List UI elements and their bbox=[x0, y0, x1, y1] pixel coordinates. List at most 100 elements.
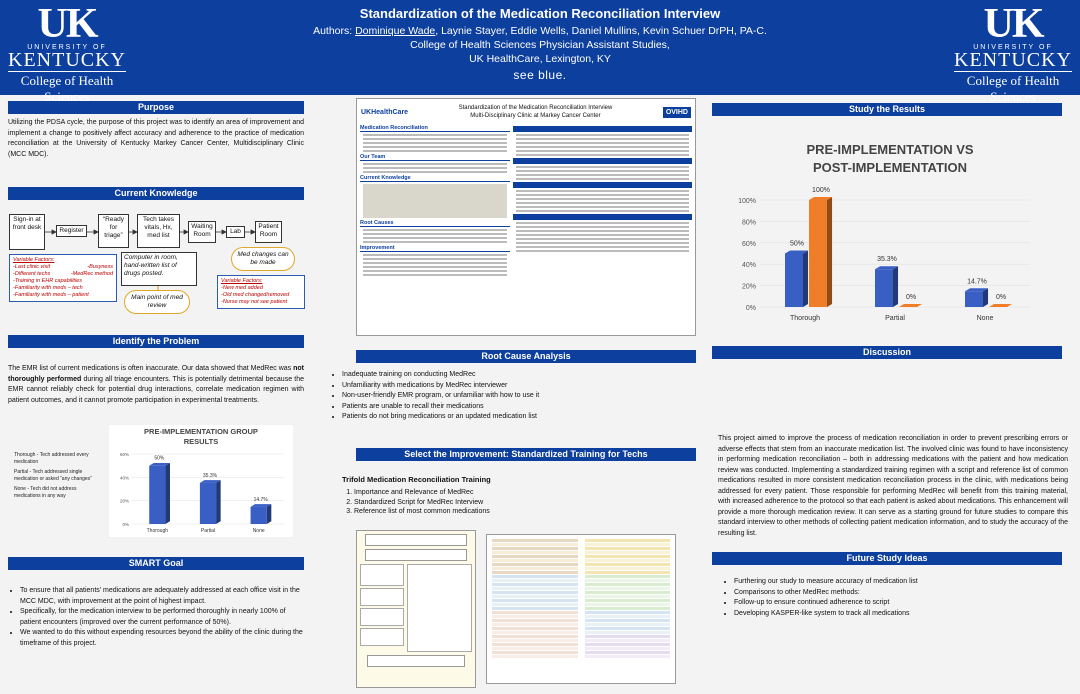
location-line: UK HealthCare, Lexington, KY bbox=[469, 53, 611, 65]
smart-goal-item: We wanted to do this without expending r… bbox=[20, 628, 304, 649]
logo-kentucky: KENTUCKY bbox=[954, 49, 1072, 71]
script-thumbnail bbox=[356, 530, 476, 688]
mini-poster-title: Standardization of the Medication Reconc… bbox=[459, 104, 613, 120]
mini-poster-org: UKHealthCare bbox=[361, 108, 409, 116]
identify-text-b: during all triage encounters. This is po… bbox=[8, 375, 304, 404]
chart1-tick-label: 20% bbox=[120, 499, 129, 504]
flow-step-5: Waiting Room bbox=[188, 221, 216, 243]
improvement-item: Standardized Script for MedRec Interview bbox=[354, 498, 642, 508]
root-cause-item: Unfamiliarity with medications by MedRec… bbox=[342, 381, 692, 392]
poster-header: UK UNIVERSITY OF KENTUCKY College of Hea… bbox=[0, 0, 1080, 104]
group-legend: Thorough - Tech addressed every medicati… bbox=[14, 452, 104, 499]
flow-step-1: Sign-in at front desk bbox=[9, 214, 45, 250]
chart2-bar-partial-s2 bbox=[899, 303, 923, 307]
chart2-bar-none-s2 bbox=[989, 303, 1013, 307]
logo-university: UNIVERSITY OF bbox=[27, 44, 107, 51]
improvement-item: Reference list of most common medication… bbox=[354, 507, 642, 517]
mini-section: Our Team bbox=[360, 154, 510, 161]
chart1-bar-thorough bbox=[149, 462, 170, 524]
authors-label: Authors: bbox=[313, 25, 353, 37]
chart2-data-label: 0% bbox=[996, 294, 1006, 301]
logo-college: College of Health Sciences bbox=[8, 71, 126, 105]
variable-right-item: -Nurse may not see patient bbox=[221, 299, 288, 305]
improvement-subheading: Trifold Medication Reconciliation Traini… bbox=[342, 475, 491, 484]
future-item: Follow-up to ensure continued adherence … bbox=[734, 598, 1054, 609]
logo-kentucky: KENTUCKY bbox=[8, 49, 126, 71]
root-cause-heading: Root Cause Analysis bbox=[356, 350, 696, 363]
mini-poster-title-line1: Standardization of the Medication Reconc… bbox=[458, 105, 613, 111]
smart-goal-item: Specifically, for the medication intervi… bbox=[20, 607, 304, 628]
mini-section: Improvement bbox=[360, 245, 510, 252]
main-point-callout: Main point of med review bbox=[124, 290, 190, 314]
chart2-tick-label: 0% bbox=[746, 305, 756, 312]
variable-left-title: Variable Factors: bbox=[13, 257, 55, 263]
future-item: Furthering our study to measure accuracy… bbox=[734, 577, 1054, 588]
chart1-tick-label: 0% bbox=[122, 522, 129, 527]
variable-left-item: -Last clinic visit bbox=[13, 264, 50, 270]
chart2-tick-label: 100% bbox=[738, 198, 756, 205]
future-item: Comparisons to other MedRec methods: bbox=[734, 588, 1054, 599]
chart2-data-label: 100% bbox=[812, 187, 830, 194]
chart2-tick-label: 40% bbox=[742, 262, 756, 269]
discussion-heading: Discussion bbox=[712, 346, 1062, 359]
study-results-heading: Study the Results bbox=[712, 103, 1062, 116]
variable-right-title: Variable Factors: bbox=[221, 278, 263, 284]
identify-text-bold: not thoroughly performed bbox=[8, 365, 304, 383]
chart1-data-label: 50% bbox=[154, 456, 165, 462]
chart2-tick-label: 60% bbox=[742, 241, 756, 248]
flow-arrows bbox=[45, 229, 256, 290]
purpose-heading: Purpose bbox=[8, 101, 304, 114]
uk-logo-left: UK UNIVERSITY OF KENTUCKY College of Hea… bbox=[2, 1, 132, 105]
variable-right-item: -Old med changed/removed bbox=[221, 292, 290, 298]
chart1-tick-label: 40% bbox=[120, 475, 129, 480]
logo-mark: UK bbox=[37, 1, 99, 47]
mini-poster-thumbnail: UKHealthCare Standardization of the Medi… bbox=[356, 98, 696, 336]
improvement-item: Importance and Relevance of MedRec bbox=[354, 488, 642, 498]
variable-left-item: -MedRec method bbox=[70, 271, 113, 277]
chart2-title-line2: POST-IMPLEMENTATION bbox=[813, 160, 967, 175]
variable-right-item: -New med added bbox=[221, 285, 263, 291]
variable-factors-left: Variable Factors: -Last clinic visit -Bus… bbox=[9, 254, 117, 302]
mini-poster-col-left: Medication Reconciliation Our Team Curre… bbox=[360, 125, 510, 278]
improvement-heading: Select the Improvement: Standardized Tra… bbox=[356, 448, 696, 461]
variable-left-item: -Familiarity with meds – tech bbox=[13, 285, 83, 291]
chart2-title-line1: PRE-IMPLEMENTATION VS bbox=[806, 142, 973, 157]
variable-left-row-1: -Last clinic visit -Busyness bbox=[13, 264, 113, 271]
chart2-category-label: Partial bbox=[885, 315, 905, 322]
lead-author: Dominique Wade bbox=[355, 25, 436, 37]
pre-implementation-chart: PRE-IMPLEMENTATION GROUP RESULTS 0% 20% 40… bbox=[108, 424, 294, 538]
identify-heading: Identify the Problem bbox=[8, 335, 304, 348]
chart2-tick-label: 80% bbox=[742, 219, 756, 226]
discussion-text: This project aimed to improve the proces… bbox=[718, 435, 1068, 537]
root-cause-item: Inadequate training on conducting MedRec bbox=[342, 370, 692, 381]
future-heading: Future Study Ideas bbox=[712, 552, 1062, 565]
legend-partial: Partial - Tech addressed single medicati… bbox=[14, 469, 92, 482]
chart2-bar-partial-s1 bbox=[875, 266, 899, 307]
chart2-tick-label: 20% bbox=[742, 284, 756, 291]
smart-goal-item: To ensure that all patients’ medications… bbox=[20, 586, 304, 607]
chart2-data-label: 50% bbox=[790, 241, 804, 248]
chart1-category-label: None bbox=[253, 528, 265, 534]
mini-poster-title-line2: Multi-Disciplinary Clinic at Markey Canc… bbox=[470, 113, 601, 119]
med-list-thumbnail bbox=[486, 534, 676, 684]
smart-goal-list: To ensure that all patients’ medications… bbox=[10, 586, 304, 649]
mini-poster-badge: OVIHD bbox=[662, 106, 691, 118]
poster-title: Standardization of the Medication Reconc… bbox=[359, 6, 721, 21]
legend-none: None - Tech did not address medications … bbox=[14, 486, 77, 499]
current-knowledge-heading: Current Knowledge bbox=[8, 187, 304, 200]
chart2-data-label: 14.7% bbox=[967, 278, 987, 285]
future-item: Developing KASPER-like system to track a… bbox=[734, 609, 1054, 620]
computer-note: Computer in room, hand-written list of d… bbox=[121, 252, 197, 286]
chart2-bar-thorough-s1 bbox=[785, 250, 809, 307]
variable-left-item: -Familiarity with meds – patient bbox=[13, 292, 89, 298]
chart1-data-label: 14.7% bbox=[254, 497, 269, 503]
chart1-bar-partial bbox=[199, 480, 221, 524]
purpose-text: Utilizing the PDSA cycle, the purpose of… bbox=[8, 119, 304, 158]
chart1-bar-none bbox=[250, 504, 272, 524]
improvement-list: Importance and Relevance of MedRec Stand… bbox=[342, 488, 642, 517]
future-list: Furthering our study to measure accuracy… bbox=[724, 577, 1054, 619]
root-cause-item: Non-user-friendly EMR program, or unfami… bbox=[342, 391, 692, 402]
chart2-bar-thorough-s2 bbox=[809, 196, 833, 307]
smart-goal-heading: SMART Goal bbox=[8, 557, 304, 570]
identify-text-a: The EMR list of current medications is o… bbox=[8, 365, 294, 372]
